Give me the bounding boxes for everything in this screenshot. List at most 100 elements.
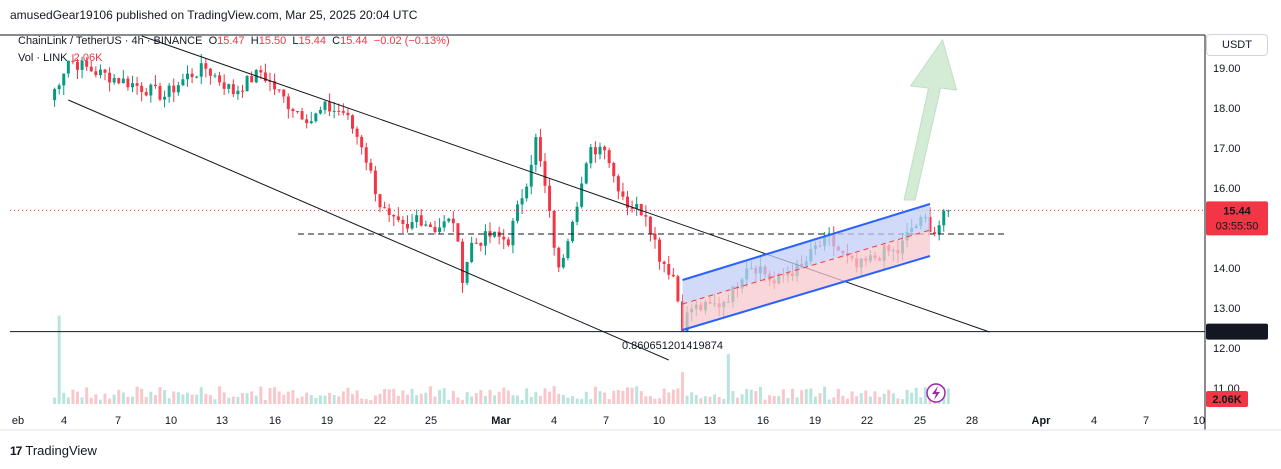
- candle-body[interactable]: [612, 163, 616, 177]
- candle-body[interactable]: [80, 60, 84, 70]
- candle-body[interactable]: [245, 76, 249, 92]
- projection-arrow[interactable]: [903, 38, 958, 201]
- candle-body[interactable]: [291, 109, 295, 112]
- candle-body[interactable]: [502, 236, 506, 240]
- candle-body[interactable]: [153, 84, 157, 86]
- candle-body[interactable]: [676, 276, 680, 302]
- candle-body[interactable]: [543, 161, 547, 186]
- candle-body[interactable]: [62, 73, 66, 86]
- candle-body[interactable]: [355, 128, 359, 137]
- candle-body[interactable]: [195, 76, 199, 78]
- ascending-channel-lower[interactable]: [682, 255, 931, 331]
- candle-body[interactable]: [639, 203, 643, 216]
- candle-body[interactable]: [461, 241, 464, 283]
- candle-body[interactable]: [433, 226, 437, 232]
- candle-body[interactable]: [438, 227, 442, 232]
- candle-body[interactable]: [208, 68, 212, 76]
- candle-body[interactable]: [300, 111, 304, 120]
- candle-body[interactable]: [483, 231, 487, 246]
- candle-body[interactable]: [593, 147, 597, 155]
- candle-body[interactable]: [213, 75, 217, 77]
- candle-body[interactable]: [332, 110, 336, 112]
- candle-body[interactable]: [108, 72, 112, 83]
- candle-body[interactable]: [506, 239, 510, 246]
- candle-body[interactable]: [937, 225, 941, 234]
- candle-body[interactable]: [534, 137, 538, 165]
- candle-body[interactable]: [199, 63, 203, 77]
- candle-body[interactable]: [474, 242, 478, 244]
- candle-body[interactable]: [318, 109, 322, 114]
- candle-body[interactable]: [98, 69, 102, 76]
- candle-body[interactable]: [167, 85, 171, 97]
- candle-body[interactable]: [144, 91, 148, 96]
- candle-body[interactable]: [589, 147, 593, 164]
- candle-body[interactable]: [529, 164, 533, 187]
- candle-body[interactable]: [364, 147, 368, 163]
- candle-body[interactable]: [653, 233, 657, 240]
- candle-body[interactable]: [277, 89, 281, 91]
- candle-body[interactable]: [328, 101, 332, 112]
- candle-body[interactable]: [662, 261, 666, 265]
- candle-body[interactable]: [218, 75, 222, 83]
- candle-body[interactable]: [511, 220, 515, 246]
- currency-button[interactable]: USDT: [1206, 34, 1268, 56]
- candle-body[interactable]: [946, 210, 950, 212]
- candle-body[interactable]: [424, 224, 428, 226]
- candle-body[interactable]: [227, 84, 231, 89]
- candle-body[interactable]: [190, 73, 194, 78]
- candle-body[interactable]: [392, 214, 396, 217]
- candle-body[interactable]: [53, 89, 57, 101]
- candle-body[interactable]: [181, 79, 185, 86]
- candle-body[interactable]: [140, 85, 144, 92]
- candle-body[interactable]: [621, 191, 625, 197]
- candle-body[interactable]: [607, 150, 611, 164]
- candle-body[interactable]: [548, 185, 552, 211]
- candle-body[interactable]: [406, 223, 409, 229]
- candle-body[interactable]: [557, 247, 561, 268]
- descending-channel-upper[interactable]: [141, 35, 990, 333]
- candle-body[interactable]: [479, 242, 483, 246]
- candle-body[interactable]: [204, 63, 208, 69]
- candle-body[interactable]: [89, 66, 93, 72]
- candle-body[interactable]: [516, 204, 519, 221]
- candle-body[interactable]: [410, 222, 414, 229]
- candle-body[interactable]: [282, 89, 286, 97]
- candle-body[interactable]: [415, 215, 419, 223]
- candle-body[interactable]: [71, 60, 75, 62]
- candle-body[interactable]: [396, 216, 400, 221]
- candle-body[interactable]: [552, 210, 556, 248]
- candle-body[interactable]: [309, 121, 313, 124]
- candle-body[interactable]: [470, 242, 474, 262]
- candle-body[interactable]: [346, 112, 350, 116]
- candle-body[interactable]: [268, 81, 272, 83]
- candle-body[interactable]: [85, 60, 89, 67]
- candle-body[interactable]: [172, 85, 176, 93]
- candle-body[interactable]: [575, 206, 579, 222]
- candle-body[interactable]: [584, 163, 588, 184]
- candle-body[interactable]: [337, 110, 341, 112]
- candle-body[interactable]: [571, 221, 574, 242]
- candle-body[interactable]: [351, 115, 354, 129]
- candle-body[interactable]: [580, 183, 584, 207]
- candle-body[interactable]: [131, 83, 134, 88]
- candle-body[interactable]: [286, 96, 290, 110]
- candle-body[interactable]: [626, 196, 629, 208]
- candle-body[interactable]: [360, 136, 364, 148]
- candle-body[interactable]: [121, 78, 125, 84]
- candle-body[interactable]: [419, 215, 423, 226]
- candle-body[interactable]: [373, 170, 377, 195]
- candle-body[interactable]: [447, 218, 451, 222]
- candle-body[interactable]: [667, 264, 671, 275]
- candle-body[interactable]: [456, 223, 460, 242]
- candle-body[interactable]: [383, 207, 387, 209]
- candle-body[interactable]: [428, 224, 432, 227]
- candle-body[interactable]: [149, 84, 153, 96]
- candle-body[interactable]: [658, 239, 662, 262]
- candle-body[interactable]: [296, 111, 299, 113]
- candle-body[interactable]: [176, 85, 180, 93]
- candle-body[interactable]: [186, 73, 189, 80]
- candle-body[interactable]: [603, 146, 607, 151]
- candle-body[interactable]: [442, 221, 446, 228]
- candle-body[interactable]: [112, 78, 116, 83]
- tradingview-brand[interactable]: 17 TradingView: [10, 443, 97, 458]
